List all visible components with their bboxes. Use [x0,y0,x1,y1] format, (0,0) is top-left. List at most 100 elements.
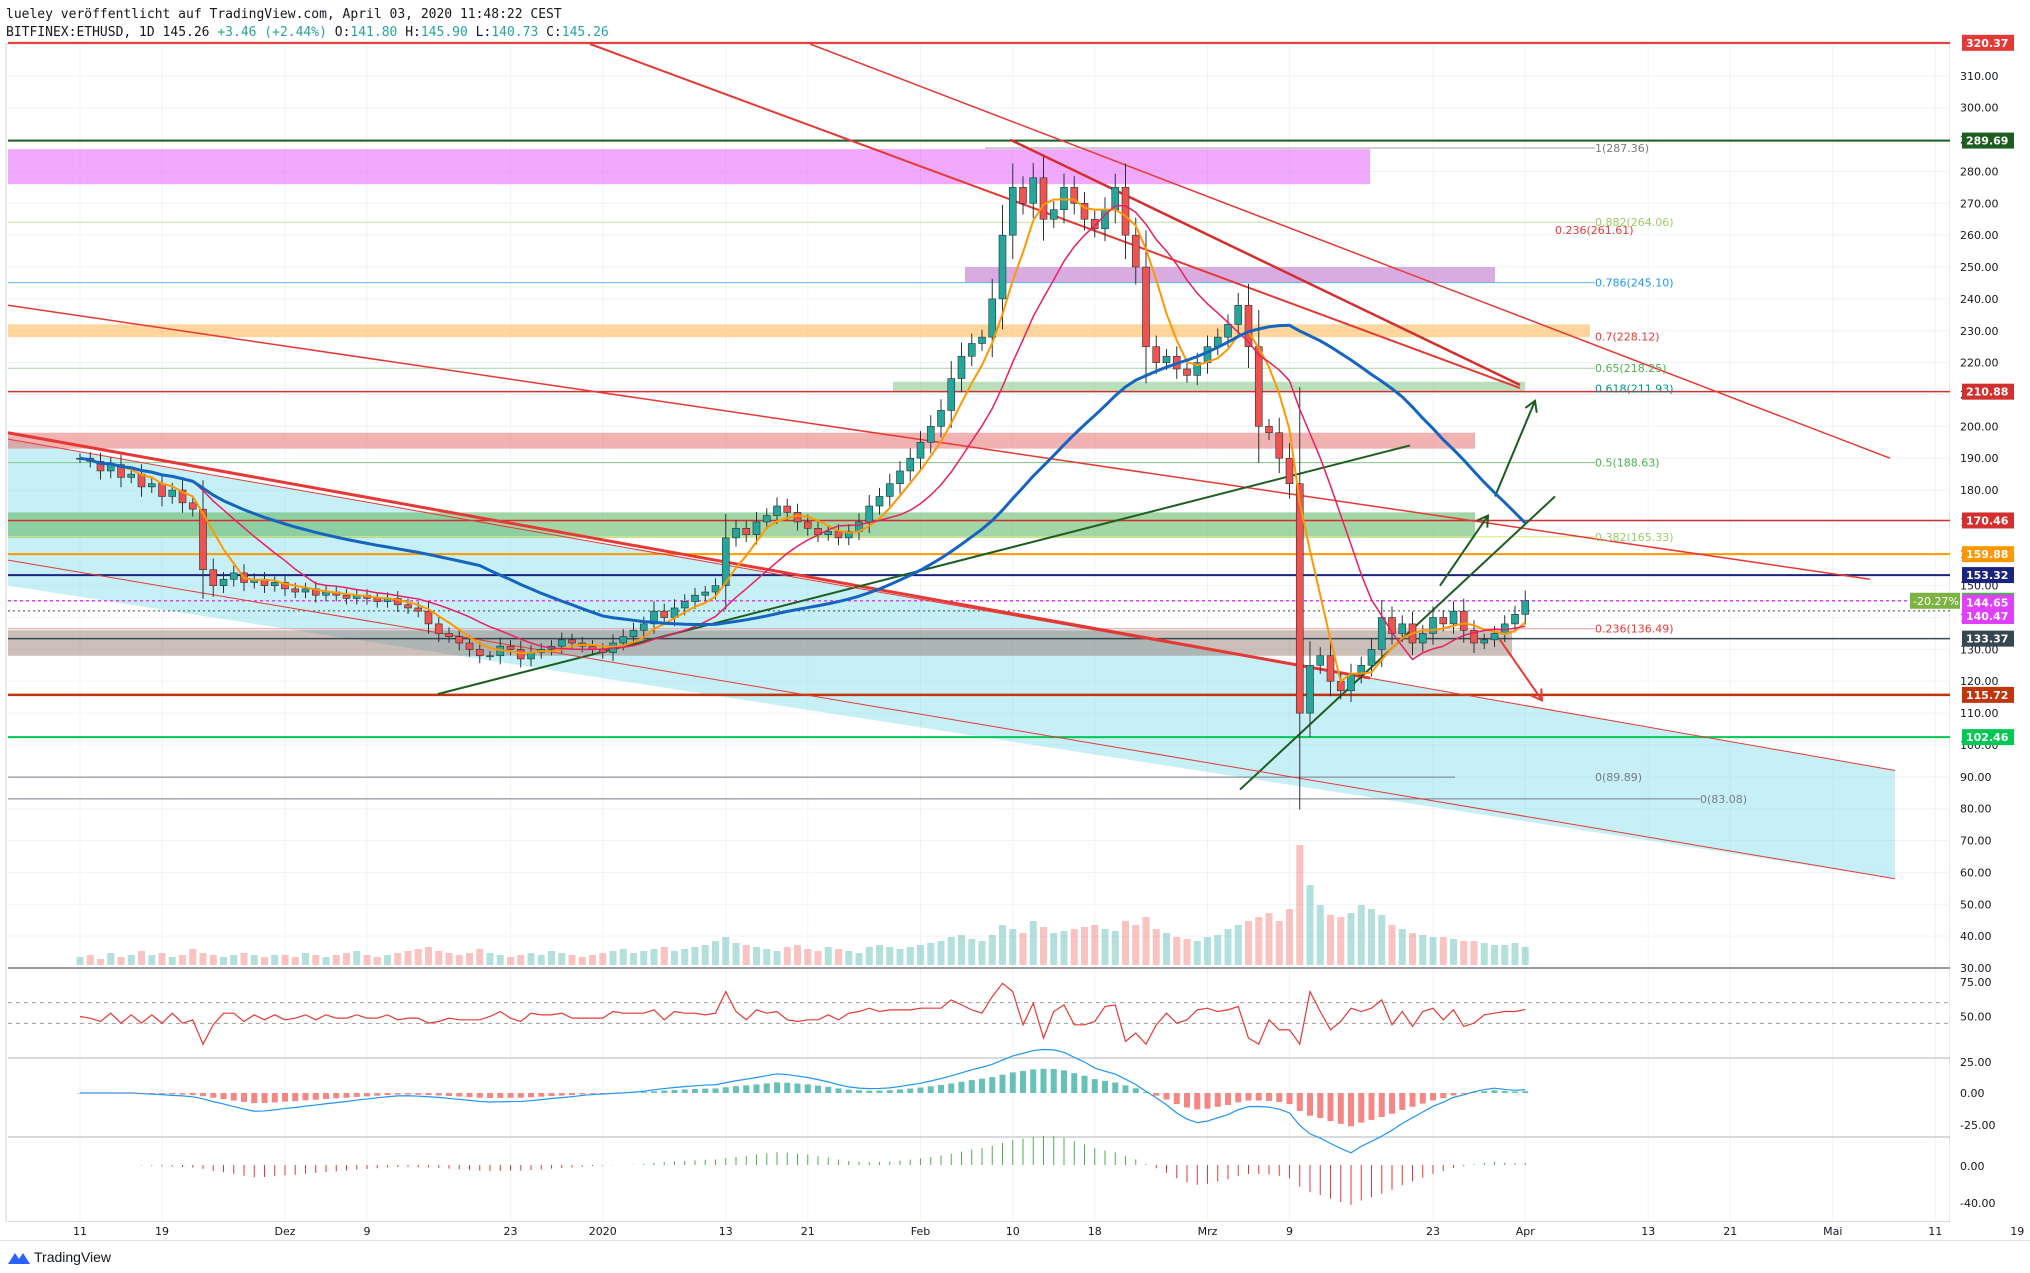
macd-hist [1071,1073,1077,1093]
macd-hist [1502,1091,1508,1093]
resistance-zone-red [8,433,1475,449]
volume-bar [118,957,125,965]
price-tag-label: 133.37 [1966,633,2008,646]
volume-bar [1132,925,1139,965]
price-tag-label: 102.46 [1966,731,2009,744]
macd-hist [477,1093,483,1098]
volume-bar [1143,917,1150,965]
macd-hist [128,1093,134,1094]
volume-bar [528,953,535,965]
price-chart[interactable]: 1(287.36)0.882(264.06)0.236(261.61)0.786… [0,0,2030,1240]
candle-body [907,458,914,471]
tick-label: 260.00 [1960,229,1999,242]
volume-bar [200,953,207,965]
macd-hist [354,1093,360,1097]
resistance-zone-magenta [8,149,1370,184]
candle-body [446,633,453,636]
macd-hist [180,1093,186,1095]
volume-bar [312,955,319,965]
volume-bar [948,937,955,965]
candle-body [948,379,955,411]
candle-body [1450,611,1457,624]
volume-bar [517,955,524,965]
candle-body [989,299,996,337]
macd-hist [1420,1093,1426,1104]
candle-body [825,531,832,534]
candle-body [1255,347,1262,427]
macd-hist [661,1091,667,1093]
candle-body [210,570,217,586]
candle-body [343,595,350,598]
volume-bar [917,945,924,965]
candle-body [681,602,688,608]
volume-bar [343,953,350,965]
macd-hist [272,1093,278,1102]
price-tag-label: 153.32 [1966,569,2008,582]
indicator-tick: -25.00 [1960,1119,1995,1132]
macd-hist [897,1089,903,1093]
macd-hist [764,1083,770,1093]
date-label: 21 [1723,1225,1737,1238]
candle-body [692,595,699,601]
volume-bar [251,955,258,965]
candle-body [159,484,166,497]
volume-bar [507,957,514,965]
volume-bar [1317,905,1324,965]
price-tag-label: 289.69 [1966,135,2008,148]
candle-body [1522,601,1529,615]
macd-hist [262,1093,268,1103]
macd-hist [877,1090,883,1093]
volume-bar [333,955,340,965]
macd-hist [190,1093,196,1095]
macd-hist [805,1084,811,1093]
macd-hist [487,1093,493,1098]
candle-body [979,337,986,343]
candle-body [897,471,904,484]
volume-bar [1102,929,1109,965]
volume-bar [784,947,791,965]
macd-hist [651,1091,657,1093]
volume-bar [241,953,248,965]
candle-body [1132,235,1139,267]
volume-bar [1491,945,1498,965]
date-label: 19 [155,1225,169,1238]
macd-hist [528,1093,534,1097]
macd-hist [1348,1093,1354,1126]
macd-hist [405,1093,411,1095]
candle-body [415,608,422,611]
macd-hist [415,1093,421,1095]
macd-hist [385,1093,391,1095]
macd-hist [221,1093,227,1099]
volume-bar [1122,921,1129,965]
volume-bar [1245,921,1252,965]
volume-bar [1061,931,1068,965]
volume-bar [569,955,576,965]
indicator-tick: -40.00 [1960,1197,1995,1210]
macd-hist [774,1082,780,1093]
volume-bar [835,949,842,965]
macd-hist [784,1083,790,1093]
indicator-tick: 25.00 [1960,1056,1992,1069]
candle-body [405,605,412,608]
date-label: 9 [364,1225,371,1238]
macd-hist [98,1093,104,1094]
macd-hist [1389,1093,1395,1114]
tick-label: 190.00 [1960,452,1999,465]
volume-bar [456,955,463,965]
candle-body [487,656,494,657]
volume-bar [220,957,227,965]
volume-bar [599,953,606,965]
macd-hist [1471,1092,1477,1093]
volume-bar [1378,915,1385,965]
volume-bar [733,943,740,965]
tick-label: 60.00 [1960,866,1992,879]
macd-hist [1246,1093,1252,1101]
macd-hist [344,1093,350,1098]
volume-bar [804,949,811,965]
candle-body [1030,178,1037,203]
candle-body [712,586,719,592]
volume-bar [589,955,596,965]
candle-body [804,522,811,528]
volume-bar [681,949,688,965]
